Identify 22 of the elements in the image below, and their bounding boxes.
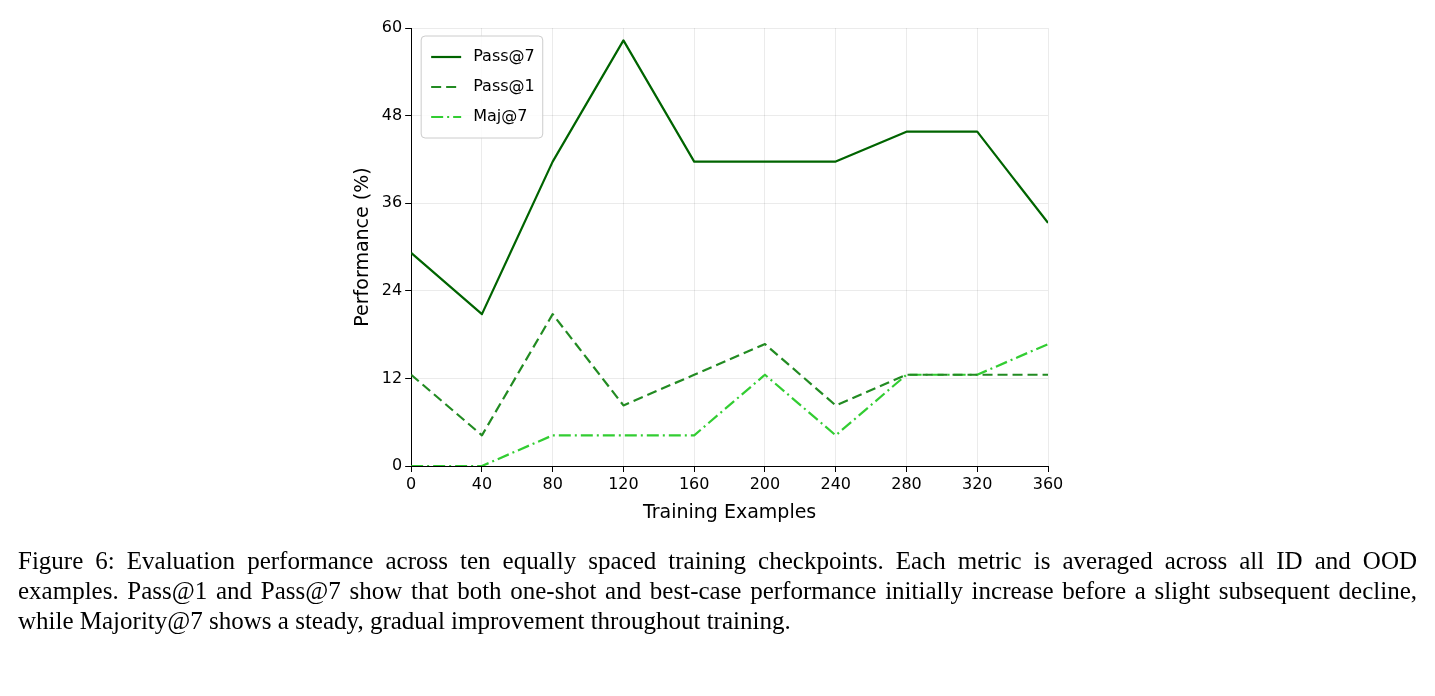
y-tick-label: 48 [381,104,403,124]
legend-label: Maj@7 [473,106,528,126]
x-tick-label: 280 [891,473,922,493]
y-tick-label: 12 [381,367,403,387]
y-axis-title: Performance (%) [350,167,373,327]
y-tick-label: 60 [381,17,403,37]
x-tick-label: 200 [749,473,781,493]
x-tick-label: 80 [542,473,563,493]
legend-label: Pass@7 [473,46,535,66]
x-tick-label: 320 [961,473,993,493]
legend-label: Pass@1 [473,76,535,96]
x-tick-label: 160 [678,473,710,493]
y-tick-label: 0 [391,455,403,475]
x-tick-label: 40 [471,473,493,493]
x-tick-label: 0 [406,473,417,493]
x-tick-label: 120 [608,473,639,493]
caption: Figure 6: Evaluation performance across ten equally spaced training checkpoints. Each metric is averaged across all ID and OOD examples. Pass@1 and Pass@7 show that both one-shot and best-case performance initially increase before a slight subsequent decline, while Majority@7 shows a steady, gradual improvement throughout training. [17,546,1418,636]
y-tick-label: 24 [381,279,403,299]
x-tick-label: 240 [820,473,851,493]
x-axis-title: Training Examples [641,499,817,522]
x-tick-label: 360 [1032,473,1064,493]
y-tick-label: 36 [381,192,403,212]
